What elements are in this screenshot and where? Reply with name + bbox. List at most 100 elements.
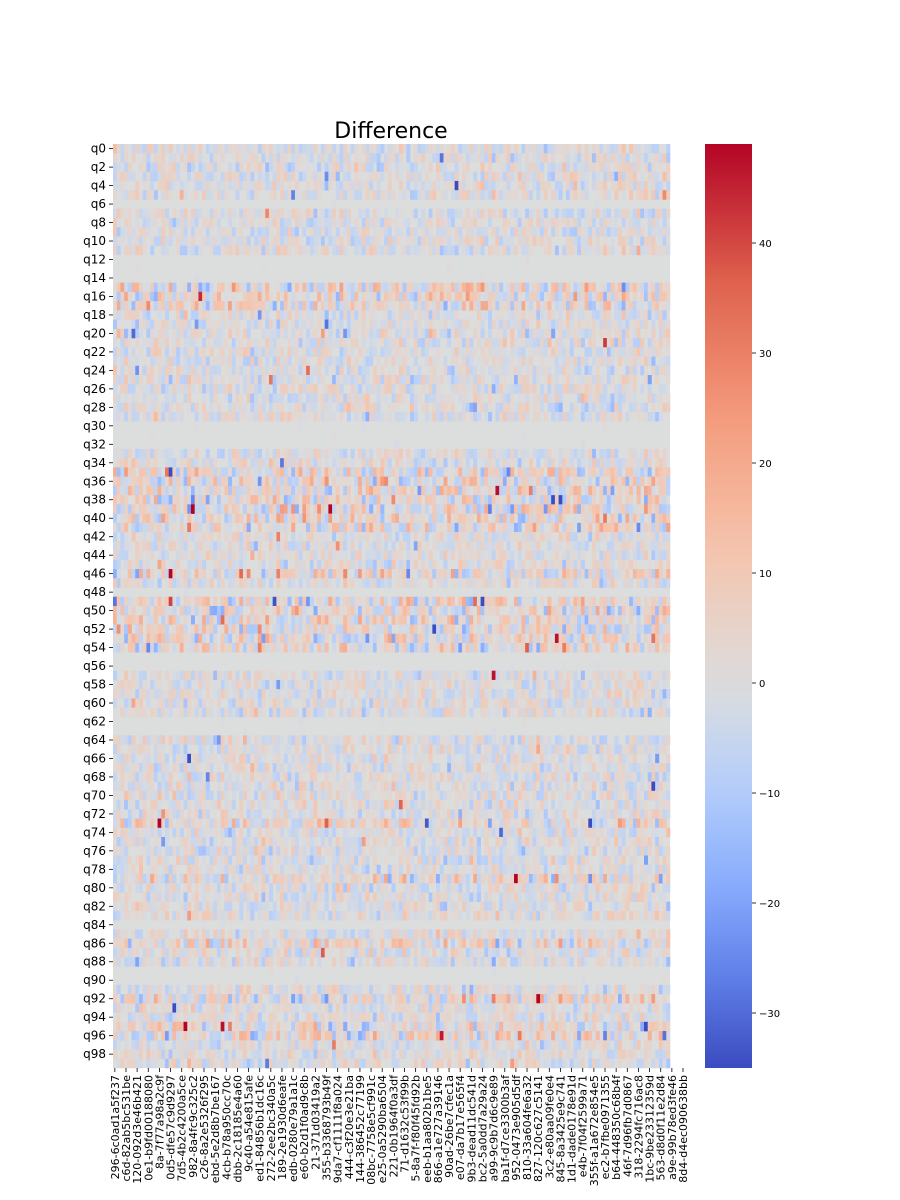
heatmap-cell — [231, 356, 236, 367]
heatmap-cell — [547, 384, 552, 394]
heatmap-cell — [220, 180, 225, 191]
heatmap-cell — [532, 495, 537, 505]
heatmap-cell — [514, 402, 519, 413]
heatmap-cell — [488, 310, 493, 320]
heatmap-cell — [272, 550, 277, 561]
heatmap-cell — [380, 245, 385, 256]
heatmap-cell — [562, 467, 567, 477]
heatmap-cell — [625, 559, 630, 570]
heatmap-cell — [257, 485, 262, 496]
heatmap-cell — [450, 301, 455, 311]
heatmap-cell — [488, 190, 493, 200]
heatmap-cell — [595, 245, 600, 256]
heatmap-cell — [517, 384, 522, 394]
heatmap-cell — [268, 144, 273, 154]
heatmap-cell — [335, 153, 340, 163]
heatmap-cell — [120, 448, 125, 459]
heatmap-cell — [276, 476, 281, 487]
heatmap-cell — [458, 180, 463, 191]
heatmap-cell — [595, 171, 600, 182]
heatmap-cell — [562, 504, 567, 514]
heatmap-cell — [413, 495, 418, 505]
heatmap-cell — [476, 310, 481, 320]
heatmap-cell — [621, 375, 626, 385]
heatmap-cell — [562, 448, 567, 459]
heatmap-cell — [395, 522, 400, 533]
heatmap-cell — [365, 522, 370, 533]
heatmap-cell — [543, 180, 548, 191]
heatmap-cell — [309, 310, 314, 320]
heatmap-cell — [202, 291, 207, 302]
heatmap-cell — [510, 476, 515, 487]
heatmap-cell — [138, 476, 143, 487]
heatmap-cell — [328, 236, 333, 246]
heatmap-cell — [235, 495, 240, 505]
heatmap-cell — [636, 513, 641, 524]
heatmap-cell — [402, 245, 407, 256]
heatmap-cell — [209, 328, 214, 339]
heatmap-cell — [636, 532, 641, 542]
heatmap-cell — [254, 485, 259, 496]
heatmap-cell — [224, 569, 229, 579]
heatmap-cell — [618, 559, 623, 570]
heatmap-cell — [205, 448, 210, 459]
heatmap-cell — [406, 291, 411, 302]
heatmap-cell — [339, 208, 344, 219]
heatmap-cell — [528, 476, 533, 487]
heatmap-cell — [554, 162, 559, 173]
heatmap-cell — [610, 227, 615, 237]
heatmap-cell — [216, 476, 221, 487]
heatmap-cell — [603, 458, 608, 468]
heatmap-cell — [580, 476, 585, 487]
heatmap-cell — [495, 347, 500, 357]
heatmap-cell — [658, 467, 663, 477]
heatmap-cell — [465, 217, 470, 228]
heatmap-cell — [216, 485, 221, 496]
heatmap-cell — [324, 393, 329, 404]
heatmap-cell — [287, 504, 292, 514]
heatmap-cell — [198, 291, 203, 302]
heatmap-cell — [558, 171, 563, 182]
heatmap-cell — [202, 513, 207, 524]
heatmap-cell — [562, 458, 567, 468]
heatmap-cell — [209, 384, 214, 394]
heatmap-cell — [313, 227, 318, 237]
heatmap-cell — [365, 513, 370, 524]
heatmap-cell — [510, 282, 515, 293]
heatmap-cell — [543, 153, 548, 163]
heatmap-cell — [413, 227, 418, 237]
heatmap-cell — [432, 365, 437, 376]
heatmap-cell — [179, 227, 184, 237]
heatmap-cell — [205, 532, 210, 542]
heatmap-cell — [554, 356, 559, 367]
heatmap-cell — [502, 467, 507, 477]
heatmap-cell — [387, 411, 392, 422]
heatmap-cell — [179, 208, 184, 219]
heatmap-cell — [551, 208, 556, 219]
heatmap-cell — [599, 153, 604, 163]
heatmap-cell — [198, 476, 203, 487]
heatmap-cell — [302, 310, 307, 320]
heatmap-cell — [573, 153, 578, 163]
heatmap-cell — [313, 328, 318, 339]
heatmap-cell — [387, 236, 392, 246]
heatmap-cell — [569, 310, 574, 320]
heatmap-cell — [647, 217, 652, 228]
heatmap-cell — [309, 144, 314, 154]
heatmap-cell — [395, 495, 400, 505]
heatmap-cell — [632, 291, 637, 302]
heatmap-cell — [480, 144, 485, 154]
heatmap-cell — [558, 208, 563, 219]
heatmap-cell — [476, 227, 481, 237]
heatmap-cell — [146, 282, 151, 293]
heatmap-cell — [640, 504, 645, 514]
heatmap-cell — [588, 448, 593, 459]
heatmap-cell — [380, 504, 385, 514]
heatmap-cell — [417, 467, 422, 477]
heatmap-cell — [566, 467, 571, 477]
heatmap-cell — [636, 338, 641, 348]
heatmap-cell — [577, 522, 582, 533]
heatmap-cell — [127, 411, 132, 422]
heatmap-cell — [224, 190, 229, 200]
heatmap-cell — [124, 522, 129, 533]
